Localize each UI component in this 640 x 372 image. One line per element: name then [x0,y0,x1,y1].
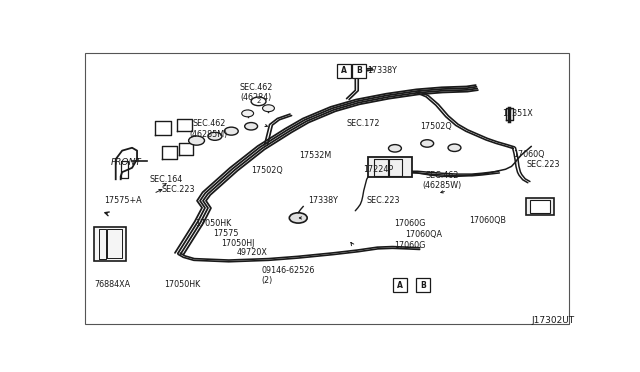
Circle shape [448,144,461,151]
Text: 17575: 17575 [213,229,239,238]
Text: 17060G: 17060G [394,241,426,250]
Text: SEC.223: SEC.223 [367,196,400,205]
Bar [527,198,554,215]
Bar [94,227,126,261]
Text: 17338Y: 17338Y [308,196,338,205]
Bar [530,200,550,213]
Bar [352,64,365,78]
Text: 17575+A: 17575+A [104,196,141,205]
Circle shape [289,213,307,223]
Text: 17060QB: 17060QB [469,216,506,225]
Text: 17502Q: 17502Q [252,166,284,175]
Text: 2: 2 [257,98,260,105]
Text: FRONT: FRONT [111,158,141,167]
Text: 17050HJ: 17050HJ [221,239,255,248]
Text: 76884XA: 76884XA [94,280,130,289]
Circle shape [208,132,222,140]
Circle shape [251,97,266,106]
Text: SEC.223: SEC.223 [527,160,560,169]
Text: 49720X: 49720X [236,248,267,257]
Circle shape [244,122,257,130]
Text: SEC.164: SEC.164 [150,175,182,184]
Text: 17502Q: 17502Q [420,122,451,131]
Text: B: B [356,67,362,76]
Text: 17351X: 17351X [502,109,533,118]
Text: 17060Q: 17060Q [513,150,545,160]
Circle shape [420,140,434,147]
Text: B: B [420,281,426,290]
Text: 17060G: 17060G [394,219,426,228]
Text: A: A [341,67,347,76]
Text: 09146-62526
(2): 09146-62526 (2) [261,266,314,285]
Bar [367,157,412,177]
Circle shape [225,127,238,135]
Text: J17302UT: J17302UT [531,316,575,325]
Text: 17060QA: 17060QA [405,230,442,239]
Circle shape [262,105,275,112]
Text: 17050HK: 17050HK [195,219,231,228]
Text: A: A [397,281,403,290]
Circle shape [388,145,401,152]
Text: SEC.462
(46285M): SEC.462 (46285M) [190,119,228,139]
Text: 17532M: 17532M [300,151,332,160]
Text: SEC.462
(46284): SEC.462 (46284) [239,83,273,102]
Circle shape [189,136,205,145]
Text: SEC.223: SEC.223 [162,185,195,194]
Text: 17224P: 17224P [364,165,394,174]
Bar [416,278,430,292]
Text: SEC.172: SEC.172 [347,119,380,128]
Bar [393,278,407,292]
Bar [337,64,351,78]
Circle shape [242,110,253,117]
Text: 17050HK: 17050HK [164,280,200,289]
Text: SEC.462
(46285W): SEC.462 (46285W) [422,171,461,190]
Text: 17338Y: 17338Y [367,65,397,75]
